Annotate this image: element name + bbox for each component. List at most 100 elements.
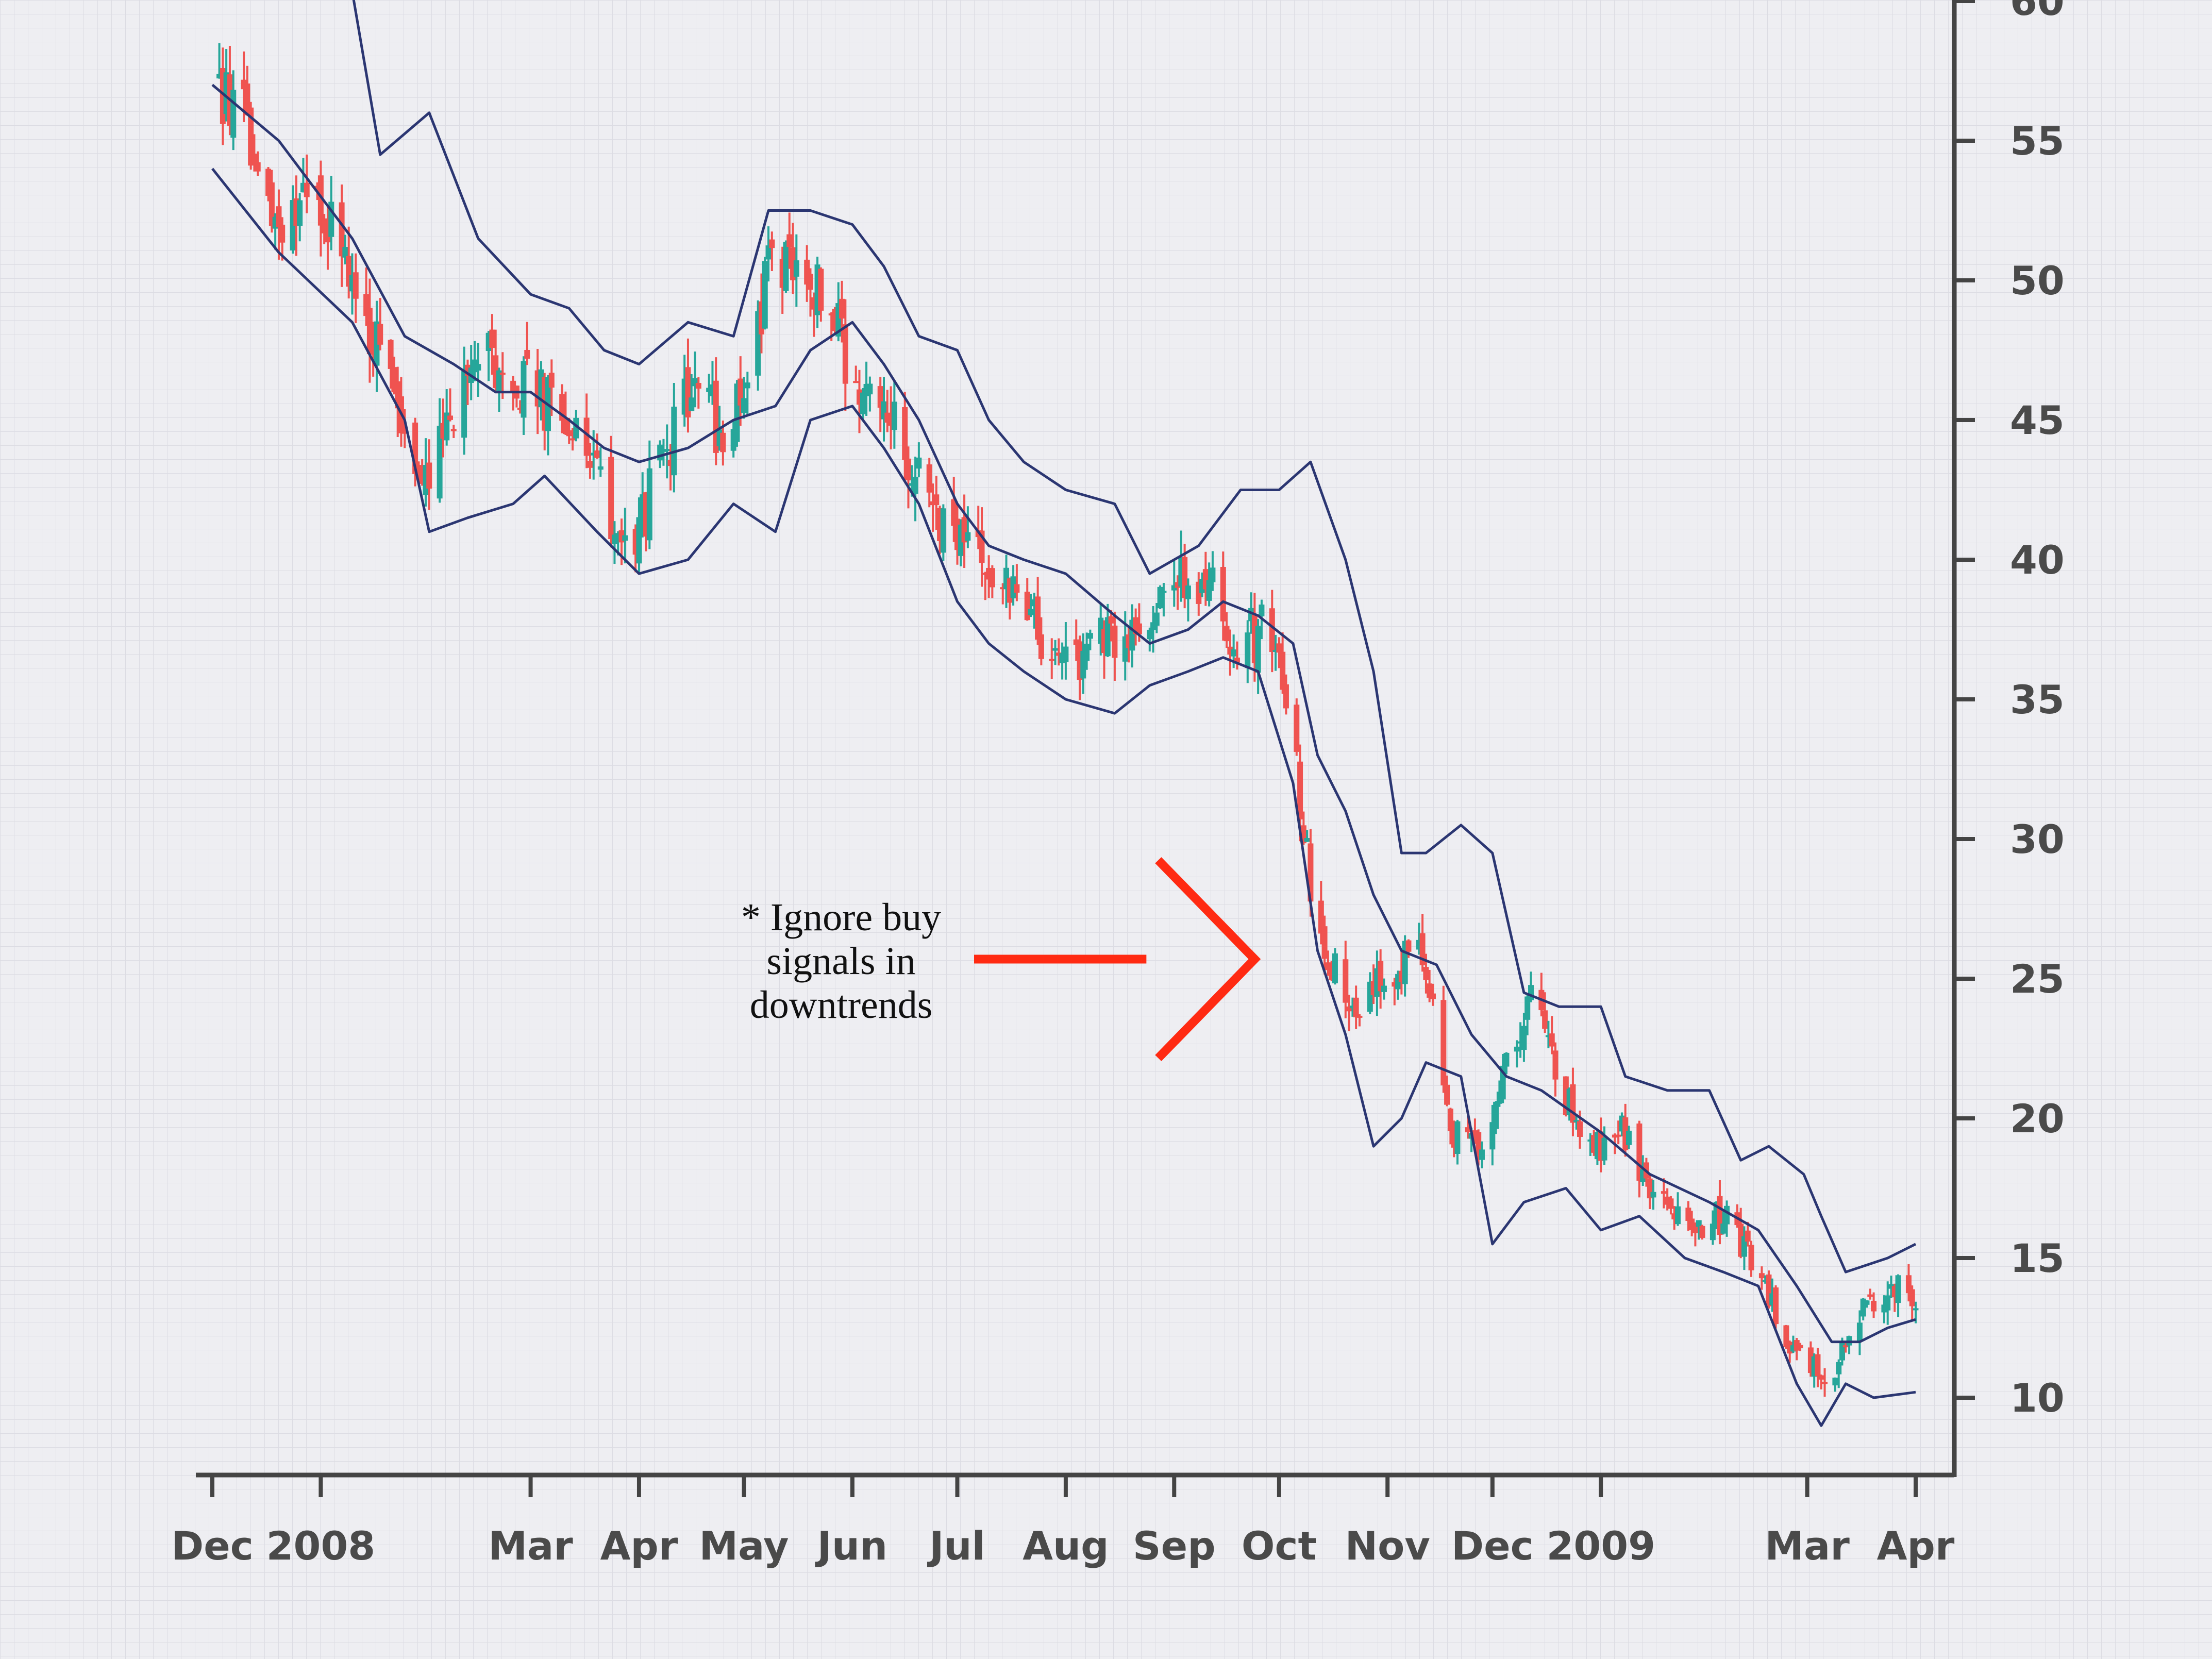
ohlc-bar <box>1619 1112 1625 1136</box>
ohlc-bar <box>1790 1335 1796 1353</box>
ohlc-bar <box>1696 1220 1702 1240</box>
ohlc-bar <box>1356 1014 1363 1027</box>
ohlc-bar <box>328 176 334 250</box>
ohlc-bar <box>566 417 572 444</box>
ohlc-bar <box>1133 608 1139 646</box>
ohlc-bar <box>423 438 429 507</box>
ohlc-bar <box>765 226 772 282</box>
ohlc-bar <box>1283 674 1289 715</box>
ohlc-bar <box>692 351 698 408</box>
ohlc-bar <box>1517 1022 1523 1058</box>
x-tick-label: Dec <box>1451 1523 1534 1569</box>
ohlc-bar <box>597 447 604 477</box>
x-tick-label: Aug <box>1023 1523 1109 1569</box>
ohlc-bar <box>954 504 961 565</box>
ohlc-bar <box>1251 593 1258 682</box>
ohlc-bar <box>325 205 331 270</box>
ohlc-bar <box>1098 603 1104 656</box>
ohlc-bar <box>783 240 789 293</box>
ohlc-bar <box>1479 1141 1485 1168</box>
ohlc-bar <box>867 376 873 412</box>
ohlc-bar <box>377 298 383 350</box>
ohlc-bar <box>1601 1126 1607 1165</box>
ohlc-bar <box>1430 983 1436 1006</box>
ohlc-bar <box>856 370 862 433</box>
ohlc-bar <box>1077 635 1083 700</box>
ohlc-bar <box>1738 1208 1744 1259</box>
ohlc-bar <box>293 175 299 256</box>
ohlc-bar <box>230 70 237 150</box>
ohlc-bar <box>276 189 282 260</box>
ohlc-bar <box>1769 1278 1775 1312</box>
ohlc-bar <box>297 193 303 242</box>
ohlc-bar <box>1427 969 1433 1002</box>
ohlc-bar <box>1080 633 1086 694</box>
ohlc-bar <box>951 477 957 542</box>
ohlc-bar <box>1325 950 1331 976</box>
ohlc-bar <box>1395 970 1401 1000</box>
ohlc-bar <box>1724 1200 1730 1237</box>
ohlc-bar <box>1332 948 1338 985</box>
ohlc-bar <box>884 390 891 432</box>
x-tick-label: Sep <box>1133 1523 1216 1569</box>
ohlc-bar <box>1202 551 1209 606</box>
ohlc-bar <box>1864 1300 1870 1308</box>
ohlc-bar <box>1161 583 1167 617</box>
bollinger-bands <box>211 0 1917 1427</box>
x-tick-label: 2009 <box>1546 1523 1655 1569</box>
ohlc-bar <box>1650 1180 1656 1210</box>
ohlc-bar <box>1710 1210 1716 1245</box>
ohlc-bar <box>681 355 688 427</box>
y-tick-label: 50 <box>2010 258 2065 304</box>
ohlc-bar <box>1349 997 1355 1017</box>
ohlc-bar <box>1591 1130 1597 1156</box>
y-tick-label: 10 <box>2010 1375 2065 1421</box>
ohlc-bar <box>1318 881 1324 945</box>
ohlc-bar <box>1185 578 1191 622</box>
ohlc-bar <box>517 400 523 414</box>
ohlc-bar <box>1860 1298 1866 1320</box>
ohlc-bar <box>762 257 768 330</box>
x-tick-label: Dec <box>171 1523 254 1569</box>
ohlc-bar <box>958 519 964 566</box>
ohlc-bar <box>979 507 985 587</box>
ohlc-bar <box>1321 915 1328 975</box>
ohlc-bar <box>1881 1295 1887 1323</box>
ohlc-bar <box>304 154 310 213</box>
ohlc-bar <box>426 439 432 510</box>
ohlc-bar <box>982 572 988 600</box>
x-tick-label: Nov <box>1345 1523 1430 1569</box>
x-tick-label: Apr <box>1877 1523 1955 1569</box>
ohlc-bar <box>1370 964 1377 1004</box>
ohlc-bar <box>1255 619 1261 694</box>
ohlc-bar <box>1909 1285 1915 1321</box>
ohlc-bar <box>1112 611 1118 681</box>
ohlc-bar <box>472 341 478 381</box>
ohlc-bar <box>1832 1377 1838 1392</box>
axes <box>196 0 1957 1478</box>
ohlc-bar <box>1175 575 1181 610</box>
ohlc-bar <box>1035 577 1041 645</box>
y-tick-label: 55 <box>2010 118 2065 164</box>
ohlc-bar <box>937 506 943 555</box>
ohlc-bar <box>391 357 397 395</box>
ohlc-bar <box>1024 578 1030 621</box>
band-upper-line <box>352 0 1917 1273</box>
ohlc-bar <box>1496 1080 1502 1107</box>
ohlc-bar <box>1528 971 1534 1002</box>
ohlc-bar <box>363 267 370 326</box>
ohlc-bar <box>1402 935 1408 997</box>
ohlc-bar <box>1367 972 1373 1014</box>
ohlc-bar <box>594 433 600 459</box>
ohlc-bar <box>1294 698 1300 756</box>
ohlc-bar <box>1748 1241 1754 1277</box>
ohlc-bar <box>1521 1013 1527 1062</box>
ohlc-bar <box>961 494 967 568</box>
ohlc-bar <box>1807 1341 1814 1377</box>
ohlc-bar <box>1451 1120 1457 1158</box>
ohlc-bar <box>1640 1155 1646 1186</box>
ohlc-bar <box>1787 1340 1793 1363</box>
ohlc-bar <box>1836 1359 1842 1388</box>
x-tick-label: Jul <box>927 1523 985 1569</box>
